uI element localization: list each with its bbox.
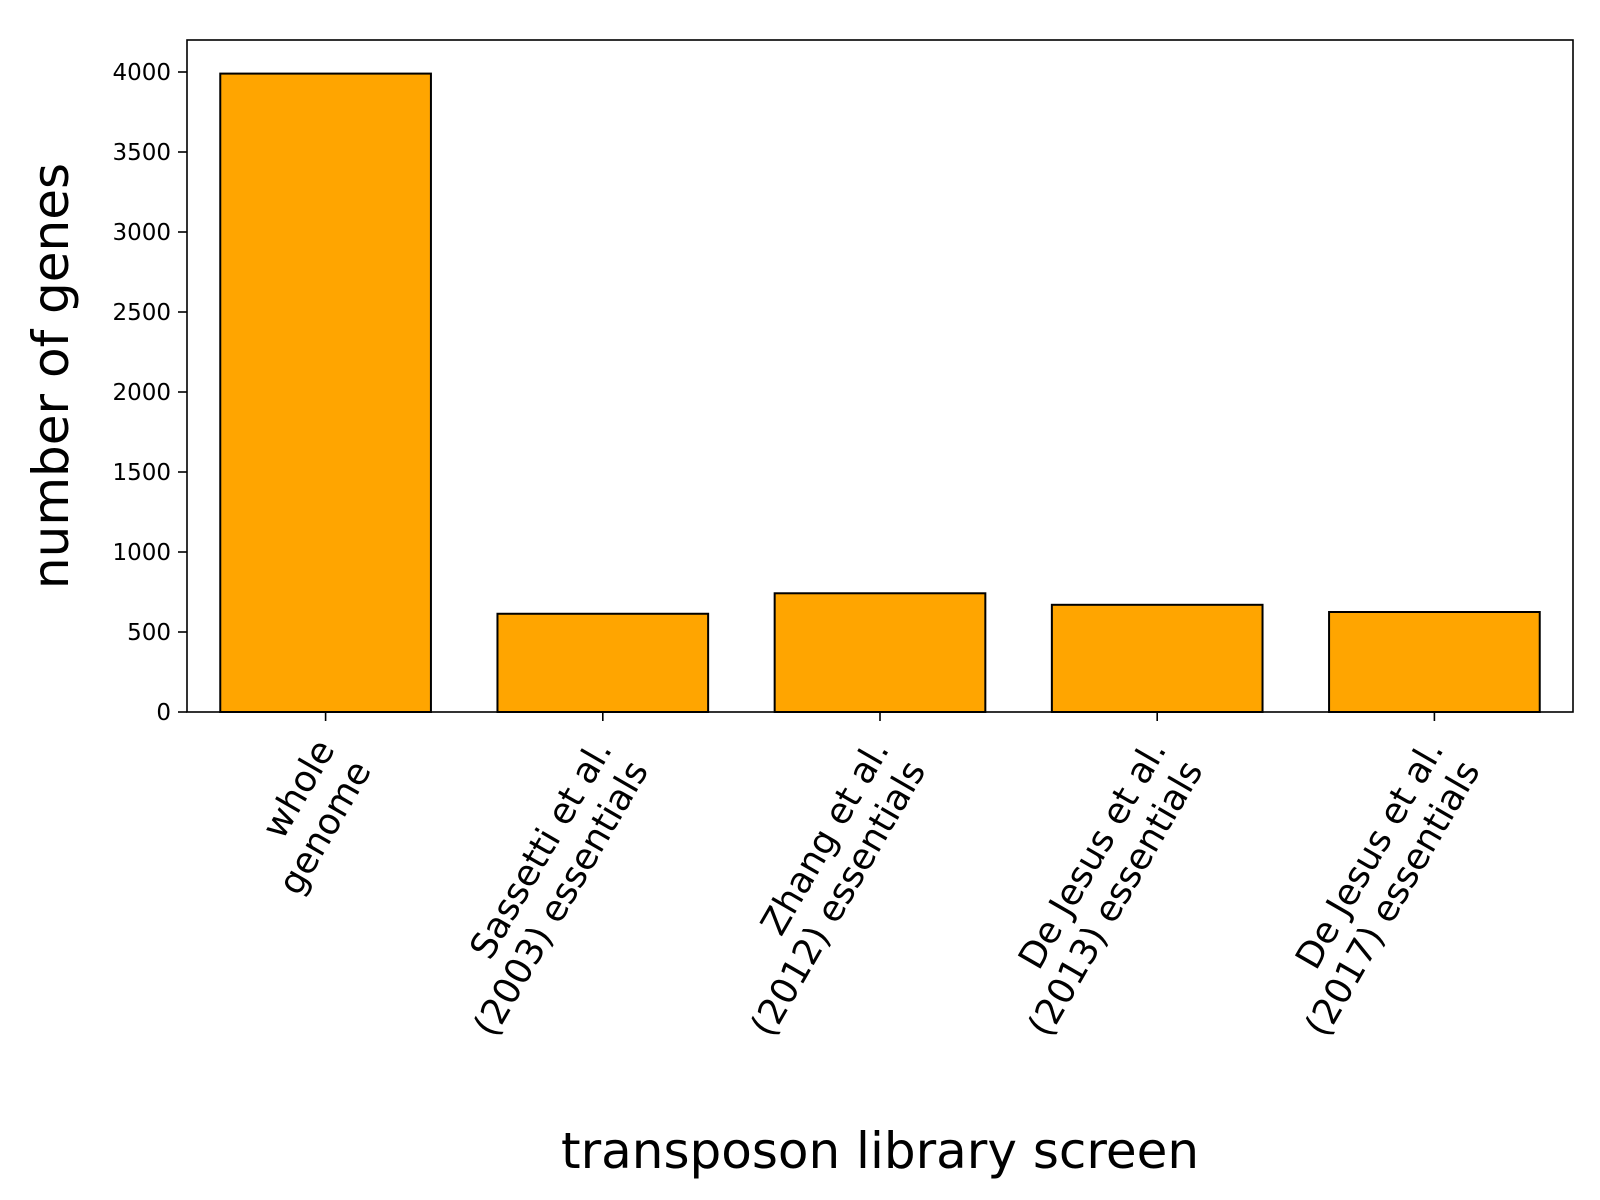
y-tick-label-1: 500 [127, 620, 171, 646]
x-tick-label-1: Sassetti et al.(2003) essentials [462, 733, 657, 1044]
bar-1 [496, 612, 710, 714]
y-tick-label-8: 4000 [112, 60, 171, 86]
x-tick-label-3: De Jesus et al.(2013) essentials [1011, 733, 1211, 1044]
bar-4 [1328, 611, 1541, 713]
bar-3 [1050, 603, 1264, 713]
y-tick-label-2: 1000 [112, 540, 171, 566]
y-tick-label-4: 2000 [112, 380, 171, 406]
bar-2 [773, 592, 987, 714]
y-tick-label-3: 1500 [112, 460, 171, 486]
y-tick-label-6: 3000 [112, 220, 171, 246]
y-axis: 0 500 1000 1500 2000 2500 3000 3500 4000 [112, 60, 187, 726]
bar-0 [219, 72, 432, 714]
y-axis-title: number of genes [22, 163, 80, 589]
x-tick-label-2: Zhang et al.(2012) essentials [743, 733, 934, 1044]
y-tick-label-5: 2500 [112, 300, 171, 326]
x-tick-label-4: De Jesus et al.(2017) essentials [1288, 733, 1488, 1044]
x-axis-title: transposon library screen [561, 1122, 1199, 1180]
y-tick-label-0: 0 [156, 700, 171, 726]
y-tick-label-7: 3500 [112, 140, 171, 166]
bars-group [219, 72, 1541, 714]
